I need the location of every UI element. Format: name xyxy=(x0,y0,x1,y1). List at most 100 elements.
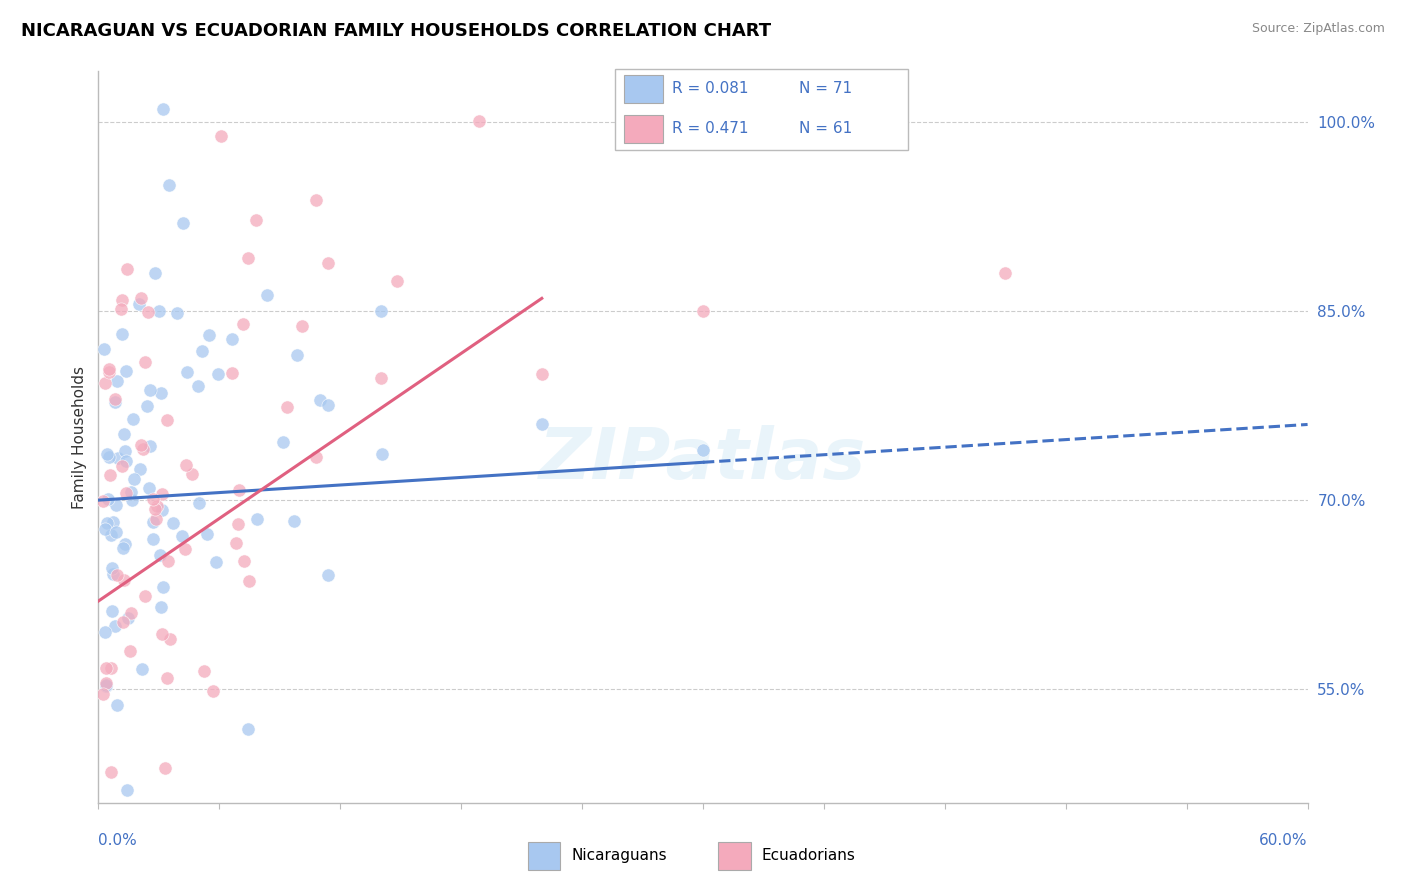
Point xyxy=(148,304,170,318)
Point xyxy=(994,266,1017,280)
Point xyxy=(104,618,127,632)
Point xyxy=(139,383,162,397)
Text: N = 71: N = 71 xyxy=(799,81,852,96)
Point xyxy=(103,395,125,409)
Point xyxy=(101,604,124,618)
Point xyxy=(121,493,143,508)
Text: 60.0%: 60.0% xyxy=(1260,833,1308,848)
Text: Source: ZipAtlas.com: Source: ZipAtlas.com xyxy=(1251,22,1385,36)
Point xyxy=(308,393,330,408)
Text: R = 0.081: R = 0.081 xyxy=(672,81,748,96)
Point xyxy=(111,615,134,630)
Point xyxy=(150,626,173,640)
Point xyxy=(110,301,132,316)
Point xyxy=(304,450,326,464)
Point xyxy=(150,599,173,614)
Point xyxy=(228,483,250,497)
Point xyxy=(103,566,125,581)
Point xyxy=(93,342,115,356)
Point xyxy=(115,454,138,468)
Point xyxy=(232,318,254,332)
Point xyxy=(138,481,160,495)
Point xyxy=(152,580,174,594)
Text: 0.0%: 0.0% xyxy=(98,833,138,848)
Point xyxy=(128,462,150,476)
Point xyxy=(111,327,134,342)
Y-axis label: Family Households: Family Households xyxy=(72,366,87,508)
Point xyxy=(139,439,162,453)
Point xyxy=(143,501,166,516)
Point xyxy=(530,417,553,432)
Point xyxy=(104,524,127,539)
Point xyxy=(105,698,128,713)
Point xyxy=(172,216,194,230)
Point xyxy=(120,485,142,500)
Point xyxy=(112,426,135,441)
Point xyxy=(100,468,122,483)
Point xyxy=(190,343,212,358)
Point xyxy=(155,761,177,775)
Point xyxy=(129,437,152,451)
Point xyxy=(120,606,142,620)
Text: ZIPatlas: ZIPatlas xyxy=(540,425,866,493)
Point xyxy=(156,554,179,568)
Point xyxy=(96,447,118,461)
Point xyxy=(107,450,129,465)
Point xyxy=(96,676,118,690)
Point xyxy=(166,306,188,320)
Point xyxy=(150,503,173,517)
Point xyxy=(104,392,127,406)
Point xyxy=(205,555,228,569)
Point xyxy=(134,589,156,603)
Point xyxy=(195,526,218,541)
Point xyxy=(100,660,122,674)
Point xyxy=(111,459,134,474)
Bar xyxy=(624,76,664,103)
Point xyxy=(236,251,259,265)
Point xyxy=(128,296,150,310)
Point xyxy=(149,549,172,563)
Point xyxy=(209,128,232,143)
Point xyxy=(100,764,122,779)
Text: NICARAGUAN VS ECUADORIAN FAMILY HOUSEHOLDS CORRELATION CHART: NICARAGUAN VS ECUADORIAN FAMILY HOUSEHOL… xyxy=(21,22,772,40)
Point xyxy=(207,368,229,382)
Point xyxy=(97,491,120,506)
Point xyxy=(134,355,156,369)
Point xyxy=(150,386,173,401)
Point xyxy=(226,517,249,532)
Point xyxy=(93,522,115,536)
Point xyxy=(122,472,145,486)
Point xyxy=(236,722,259,736)
Point xyxy=(104,498,127,512)
Point xyxy=(142,532,165,546)
Point xyxy=(316,398,339,412)
Point xyxy=(146,500,169,514)
Point xyxy=(159,632,181,646)
Point xyxy=(156,671,179,685)
Point xyxy=(94,660,117,674)
Point xyxy=(132,442,155,456)
Text: Ecuadorians: Ecuadorians xyxy=(762,848,855,863)
Point xyxy=(120,644,142,658)
Point xyxy=(530,367,553,381)
Point xyxy=(283,514,305,528)
Point xyxy=(170,529,193,543)
Point xyxy=(174,458,197,472)
Point xyxy=(181,467,204,481)
Point xyxy=(162,516,184,530)
Point xyxy=(135,399,157,413)
Point xyxy=(318,567,340,582)
Point xyxy=(193,664,215,678)
Point xyxy=(276,400,298,414)
Point xyxy=(97,365,120,379)
Point xyxy=(285,348,308,362)
Point xyxy=(94,376,117,391)
FancyBboxPatch shape xyxy=(614,69,908,150)
Point xyxy=(233,553,256,567)
Point xyxy=(105,375,128,389)
Point xyxy=(111,293,134,307)
Point xyxy=(316,255,339,269)
Point xyxy=(94,678,117,692)
Point xyxy=(304,193,326,207)
Point xyxy=(136,305,159,319)
